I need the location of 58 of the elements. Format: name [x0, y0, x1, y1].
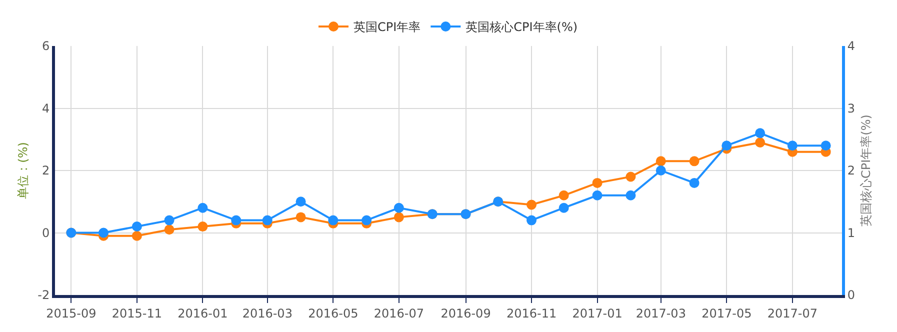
- point: [231, 215, 242, 226]
- point: [526, 200, 537, 210]
- point: [526, 215, 537, 226]
- point: [296, 196, 306, 207]
- point: [394, 212, 404, 222]
- x-tick-label: 2017-01: [572, 306, 622, 320]
- legend-label: 英国CPI年率: [354, 20, 421, 34]
- y2-tick-label: 2: [847, 164, 856, 178]
- y2-tick-label: 4: [847, 39, 856, 54]
- y2-tick-label: 0: [847, 288, 856, 302]
- point: [722, 140, 732, 151]
- point: [787, 140, 798, 151]
- x-tick-label: 2017-03: [636, 306, 686, 320]
- x-tick-label: 2016-03: [242, 306, 292, 320]
- x-tick-label: 2016-11: [506, 306, 557, 320]
- x-tick-label: 2016-01: [178, 306, 228, 320]
- y2-axis-title: 英国核心CPI年率(%): [858, 114, 873, 226]
- point: [820, 140, 831, 151]
- point: [626, 190, 636, 200]
- point: [626, 172, 636, 182]
- y2-tick-label: 1: [847, 226, 856, 240]
- x-tick-label: 2017-07: [767, 306, 818, 320]
- point: [689, 178, 700, 188]
- point: [592, 190, 602, 200]
- y-tick-label: 2: [42, 164, 50, 178]
- x-tick-label: 2016-09: [440, 306, 491, 320]
- y-axis-title: 单位：(%): [16, 142, 30, 199]
- point: [132, 230, 142, 241]
- point: [262, 215, 272, 226]
- y-tick-label: 0: [42, 226, 50, 240]
- point: [656, 156, 666, 166]
- point: [328, 215, 338, 226]
- x-tick-label: 2015-11: [112, 306, 162, 320]
- x-tick-label: 2017-05: [702, 306, 752, 320]
- y-tick-label: 6: [42, 39, 50, 54]
- x-tick-label: 2016-05: [308, 306, 358, 320]
- y-tick-label: 4: [42, 101, 50, 116]
- y-tick-label: -2: [38, 288, 50, 302]
- point: [296, 212, 306, 222]
- x-tick-label: 2015-09: [46, 306, 96, 320]
- point: [558, 202, 569, 213]
- legend-label: 英国核心CPI年率(%): [466, 20, 578, 34]
- point: [164, 215, 174, 226]
- point: [558, 190, 569, 200]
- point: [132, 222, 142, 232]
- point: [98, 228, 109, 238]
- point: [689, 156, 700, 166]
- y2-tick-label: 3: [847, 101, 856, 116]
- point: [164, 224, 174, 235]
- point: [592, 178, 602, 188]
- point: [198, 202, 208, 213]
- point: [755, 128, 766, 138]
- point: [656, 166, 666, 176]
- point: [362, 215, 372, 226]
- x-tick-label: 2016-07: [374, 306, 424, 320]
- point: [198, 222, 208, 232]
- point: [755, 137, 766, 148]
- point: [394, 202, 404, 213]
